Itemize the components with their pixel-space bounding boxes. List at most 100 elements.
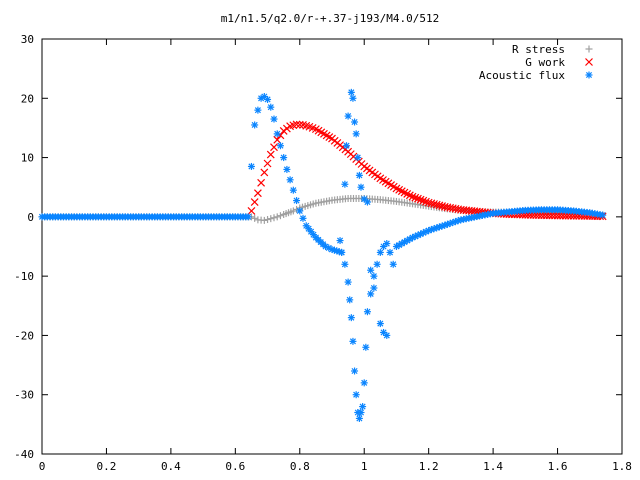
- g-work-point: [253, 189, 262, 198]
- g-work-point: [292, 120, 301, 129]
- x-tick-label: 1.8: [612, 460, 632, 473]
- acoustic-flux-point: [355, 171, 363, 179]
- acoustic-flux-point: [276, 142, 284, 150]
- acoustic-flux-point: [341, 180, 349, 188]
- acoustic-flux-point: [352, 391, 360, 399]
- acoustic-flux-point: [341, 260, 349, 268]
- legend-label: R stress: [512, 43, 565, 56]
- y-tick-label: 0: [27, 211, 34, 224]
- acoustic-flux-point: [383, 331, 391, 339]
- r-stress-point: [289, 207, 297, 215]
- y-tick-label: -40: [14, 448, 34, 461]
- g-work-point: [250, 198, 259, 206]
- y-axis: 30 20 10 0 -10 -20 -30 -40: [14, 33, 622, 461]
- g-work-point: [279, 126, 288, 135]
- acoustic-flux-point: [376, 248, 384, 256]
- acoustic-flux-point: [338, 248, 346, 256]
- acoustic-flux-point: [296, 207, 304, 215]
- acoustic-flux-point: [355, 414, 363, 422]
- r-stress-point: [273, 213, 281, 221]
- acoustic-flux-point: [289, 186, 297, 194]
- r-stress-point: [276, 212, 284, 220]
- series-star-extra: [336, 88, 391, 339]
- g-work-point: [270, 143, 278, 152]
- acoustic-flux-point: [283, 165, 291, 173]
- y-tick-label: -20: [14, 329, 34, 342]
- r-stress-point: [264, 216, 272, 224]
- y-tick-label: -30: [14, 389, 34, 402]
- acoustic-flux-point: [383, 240, 391, 248]
- acoustic-flux-point: [347, 314, 355, 322]
- g-work-point: [282, 124, 291, 133]
- r-stress-point: [260, 216, 268, 224]
- legend-label: Acoustic flux: [479, 69, 565, 82]
- acoustic-flux-point: [599, 211, 607, 219]
- x-axis: 0 0.2 0.4 0.6 0.8 1 1.2 1.4 1.6 1.8: [39, 39, 632, 473]
- legend-label: G work: [525, 56, 565, 69]
- acoustic-flux-point: [367, 266, 375, 274]
- plot-border: [41, 38, 623, 455]
- r-stress-point: [267, 215, 275, 223]
- r-stress-point: [270, 214, 278, 222]
- r-stress-point: [251, 214, 259, 222]
- x-tick-label: 0.2: [97, 460, 117, 473]
- acoustic-flux-point: [264, 95, 272, 103]
- x-tick-label: 0: [39, 460, 46, 473]
- acoustic-flux-point: [351, 367, 359, 375]
- g-work-point: [408, 192, 417, 201]
- g-work-point: [416, 195, 425, 204]
- acoustic-flux-point: [244, 213, 252, 221]
- acoustic-flux-point: [346, 296, 354, 304]
- chart-title: m1/n1.5/q2.0/r-+.37-j193/M4.0/512: [221, 12, 440, 25]
- x-tick-label: 1: [361, 460, 368, 473]
- acoustic-flux-point: [247, 162, 255, 170]
- acoustic-flux-point: [280, 154, 288, 162]
- x-tick-label: 1.2: [419, 460, 439, 473]
- y-tick-label: 30: [21, 33, 34, 46]
- acoustic-flux-point: [373, 260, 381, 268]
- acoustic-flux-point: [286, 176, 294, 184]
- acoustic-flux-point: [344, 112, 352, 120]
- acoustic-flux-point: [293, 197, 301, 205]
- acoustic-flux-point: [359, 403, 367, 411]
- acoustic-flux-point: [352, 130, 360, 138]
- acoustic-flux-point: [376, 320, 384, 328]
- y-tick-label: 10: [21, 152, 34, 165]
- x-tick-label: 0.6: [225, 460, 245, 473]
- acoustic-flux-point: [354, 154, 362, 162]
- acoustic-flux-point: [360, 379, 368, 387]
- acoustic-flux-point: [351, 118, 359, 126]
- acoustic-flux-point: [357, 183, 365, 191]
- g-work-point: [273, 135, 282, 144]
- g-work-point: [257, 178, 266, 187]
- y-tick-label: 20: [21, 92, 34, 105]
- acoustic-flux-point: [260, 93, 268, 101]
- acoustic-flux-point: [336, 237, 344, 245]
- g-work-point: [419, 196, 428, 205]
- acoustic-flux-point: [357, 409, 365, 416]
- g-work-point: [411, 193, 420, 202]
- acoustic-flux-point: [362, 343, 370, 351]
- acoustic-flux-point: [370, 284, 378, 292]
- g-work-point: [263, 159, 272, 168]
- acoustic-flux-point: [254, 106, 262, 114]
- acoustic-flux-point: [267, 103, 275, 111]
- series-layer: [38, 88, 607, 422]
- series-cross: [247, 120, 607, 221]
- g-work-point: [414, 194, 422, 203]
- acoustic-flux-point: [343, 142, 350, 150]
- acoustic-flux-point: [270, 115, 278, 123]
- g-work-point: [260, 168, 269, 177]
- series-star: [38, 93, 607, 422]
- legend-marker: [585, 71, 593, 79]
- acoustic-flux-point: [389, 260, 397, 268]
- acoustic-flux-point: [349, 337, 357, 345]
- acoustic-flux-point: [344, 278, 352, 286]
- x-tick-label: 1.4: [483, 460, 503, 473]
- g-work-point: [422, 197, 430, 206]
- acoustic-flux-point: [370, 272, 378, 280]
- acoustic-flux-point: [251, 121, 259, 129]
- legend-marker: [585, 45, 593, 53]
- acoustic-flux-point: [273, 130, 281, 138]
